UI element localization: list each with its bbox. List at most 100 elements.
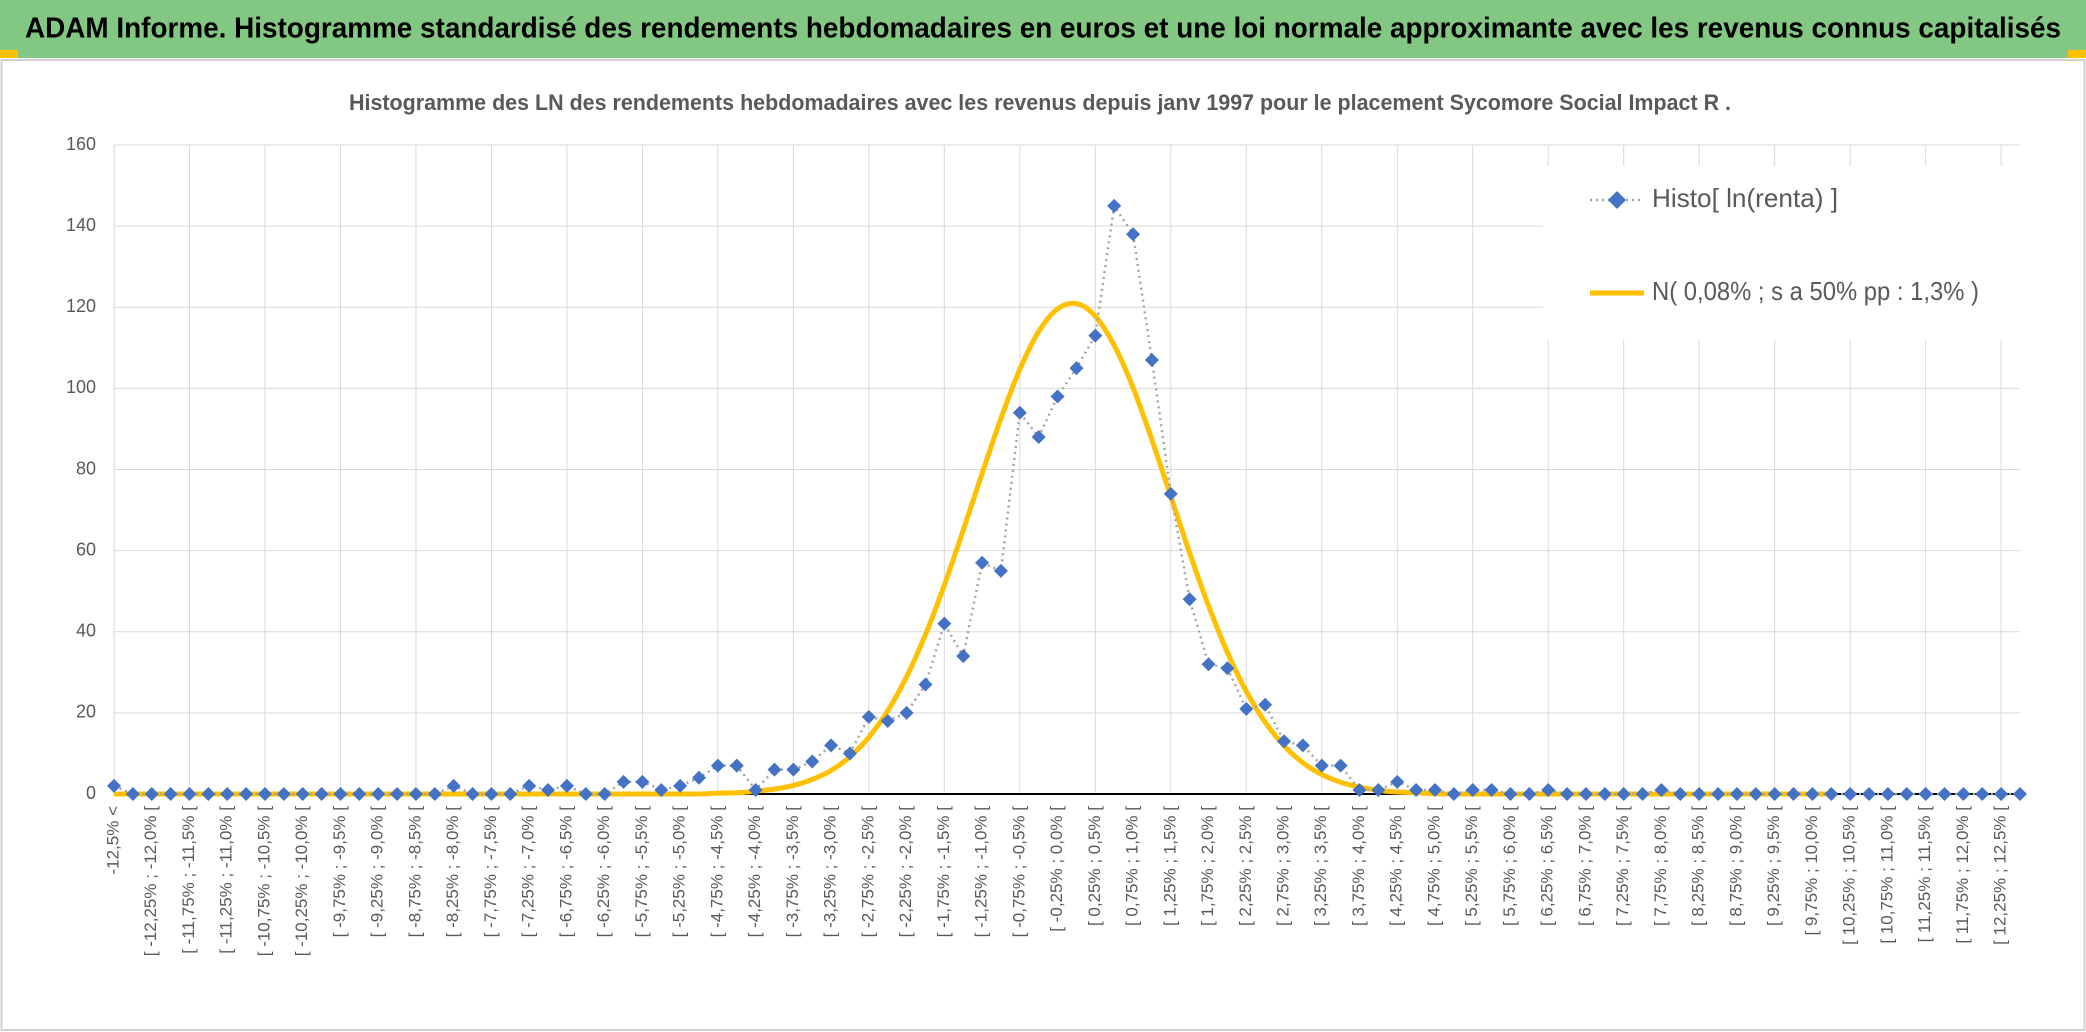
x-tick-label: [ 2,25% ; 2,5% [ xyxy=(1236,806,1255,926)
x-tick-label: [ 7,75% ; 8,0% [ xyxy=(1651,806,1670,926)
legend-marker xyxy=(1608,191,1626,209)
x-tick-label: [ 10,25% ; 10,5% [ xyxy=(1840,806,1859,945)
x-tick-label: [ 1,25% ; 1,5% [ xyxy=(1160,806,1179,926)
data-point xyxy=(692,770,707,785)
x-tick-label: [ -11,25% ; -11,0% [ xyxy=(217,806,236,954)
legend-box xyxy=(1543,166,2043,340)
data-point xyxy=(1786,787,1801,801)
data-point xyxy=(673,778,688,793)
data-point xyxy=(1465,782,1480,797)
data-point xyxy=(1031,430,1046,445)
x-tick-label: [ 9,25% ; 9,5% [ xyxy=(1764,806,1783,926)
data-point xyxy=(1975,787,1990,801)
data-point xyxy=(861,709,876,724)
data-point xyxy=(220,787,235,801)
data-point xyxy=(1862,787,1877,801)
data-point xyxy=(710,758,725,773)
data-point xyxy=(1597,787,1612,801)
data-point xyxy=(239,787,254,801)
corner-mark xyxy=(0,50,18,58)
x-tick-label: [ -12,25% ; -12,0% [ xyxy=(141,806,160,957)
x-tick-label: [ -11,75% ; -11,5% [ xyxy=(179,806,198,954)
data-point xyxy=(371,787,386,801)
data-point xyxy=(408,787,423,801)
x-tick-label: [ 11,75% ; 12,0% [ xyxy=(1953,806,1972,944)
data-point xyxy=(1843,787,1858,801)
x-tick-label: [ -0,75% ; -0,5% [ xyxy=(1009,806,1028,938)
data-point xyxy=(541,782,556,797)
data-point xyxy=(1880,787,1895,801)
data-point xyxy=(956,649,971,664)
x-tick-label: [ -8,75% ; -8,5% [ xyxy=(405,806,424,938)
data-point xyxy=(1352,782,1367,797)
data-point xyxy=(786,762,801,777)
data-point xyxy=(314,787,329,801)
x-tick-label: [ -10,25% ; -10,0% [ xyxy=(292,806,311,957)
data-point xyxy=(616,774,631,789)
data-point xyxy=(1692,787,1707,801)
data-point xyxy=(1314,758,1329,773)
x-tick-label: [ 3,25% ; 3,5% [ xyxy=(1311,806,1330,926)
legend-label: N( 0,08% ; s a 50% pp : 1,3% ) xyxy=(1652,276,1979,306)
data-point xyxy=(1333,758,1348,773)
x-tick-label: [ -3,25% ; -3,0% [ xyxy=(821,806,840,938)
y-tick-label: 100 xyxy=(66,377,96,397)
x-tick-label: [ 6,75% ; 7,0% [ xyxy=(1575,806,1594,926)
data-point xyxy=(276,787,291,801)
data-point xyxy=(1994,787,2009,801)
data-point xyxy=(1956,787,1971,801)
data-point xyxy=(1446,787,1461,801)
data-point xyxy=(125,787,140,801)
data-point xyxy=(748,782,763,797)
data-point xyxy=(1767,787,1782,801)
data-point xyxy=(1126,227,1141,242)
data-point xyxy=(1239,701,1254,716)
x-tick-label: [ 7,25% ; 7,5% [ xyxy=(1613,806,1632,926)
data-point xyxy=(578,787,593,801)
data-point xyxy=(446,778,461,793)
x-tick-label: [ -1,75% ; -1,5% [ xyxy=(934,806,953,938)
data-point xyxy=(1654,782,1669,797)
data-point xyxy=(257,787,272,801)
x-tick-label: -12,5% < xyxy=(103,806,122,875)
data-point xyxy=(1918,787,1933,801)
x-tick-label: [ -8,25% ; -8,0% [ xyxy=(443,806,462,938)
x-tick-label: [ -6,25% ; -6,0% [ xyxy=(594,806,613,938)
header-bar xyxy=(0,0,2086,58)
x-tick-label: [ -4,75% ; -4,5% [ xyxy=(707,806,726,938)
data-point xyxy=(1088,328,1103,343)
x-tick-label: [ 1,75% ; 2,0% [ xyxy=(1198,806,1217,926)
data-point xyxy=(352,787,367,801)
x-tick-label: [ 4,75% ; 5,0% [ xyxy=(1424,806,1443,926)
data-point xyxy=(842,746,857,761)
data-point xyxy=(522,778,537,793)
x-tick-label: [ -5,25% ; -5,0% [ xyxy=(670,806,689,938)
y-tick-label: 120 xyxy=(66,296,96,316)
corner-mark xyxy=(2068,50,2086,58)
y-tick-label: 140 xyxy=(66,215,96,235)
y-tick-label: 20 xyxy=(76,702,96,722)
data-point xyxy=(484,787,499,801)
data-point xyxy=(1673,787,1688,801)
data-point xyxy=(1635,787,1650,801)
data-point xyxy=(1578,787,1593,801)
data-point xyxy=(767,762,782,777)
data-point xyxy=(1295,738,1310,753)
x-tick-label: [ -1,25% ; -1,0% [ xyxy=(972,806,991,938)
data-point xyxy=(1824,787,1839,801)
y-tick-label: 40 xyxy=(76,621,96,641)
x-tick-label: [ -7,25% ; -7,0% [ xyxy=(519,806,538,938)
data-point xyxy=(390,787,405,801)
y-tick-label: 60 xyxy=(76,539,96,559)
data-point xyxy=(333,787,348,801)
y-tick-label: 160 xyxy=(66,134,96,154)
x-tick-label: [ 5,75% ; 6,0% [ xyxy=(1500,806,1519,926)
data-point xyxy=(1805,787,1820,801)
data-point xyxy=(1371,782,1386,797)
data-point xyxy=(2013,787,2027,801)
x-tick-label: [ 8,75% ; 9,0% [ xyxy=(1726,806,1745,926)
data-point xyxy=(1616,787,1631,801)
data-point xyxy=(1409,782,1424,797)
x-tick-label: [ -4,25% ; -4,0% [ xyxy=(745,806,764,938)
